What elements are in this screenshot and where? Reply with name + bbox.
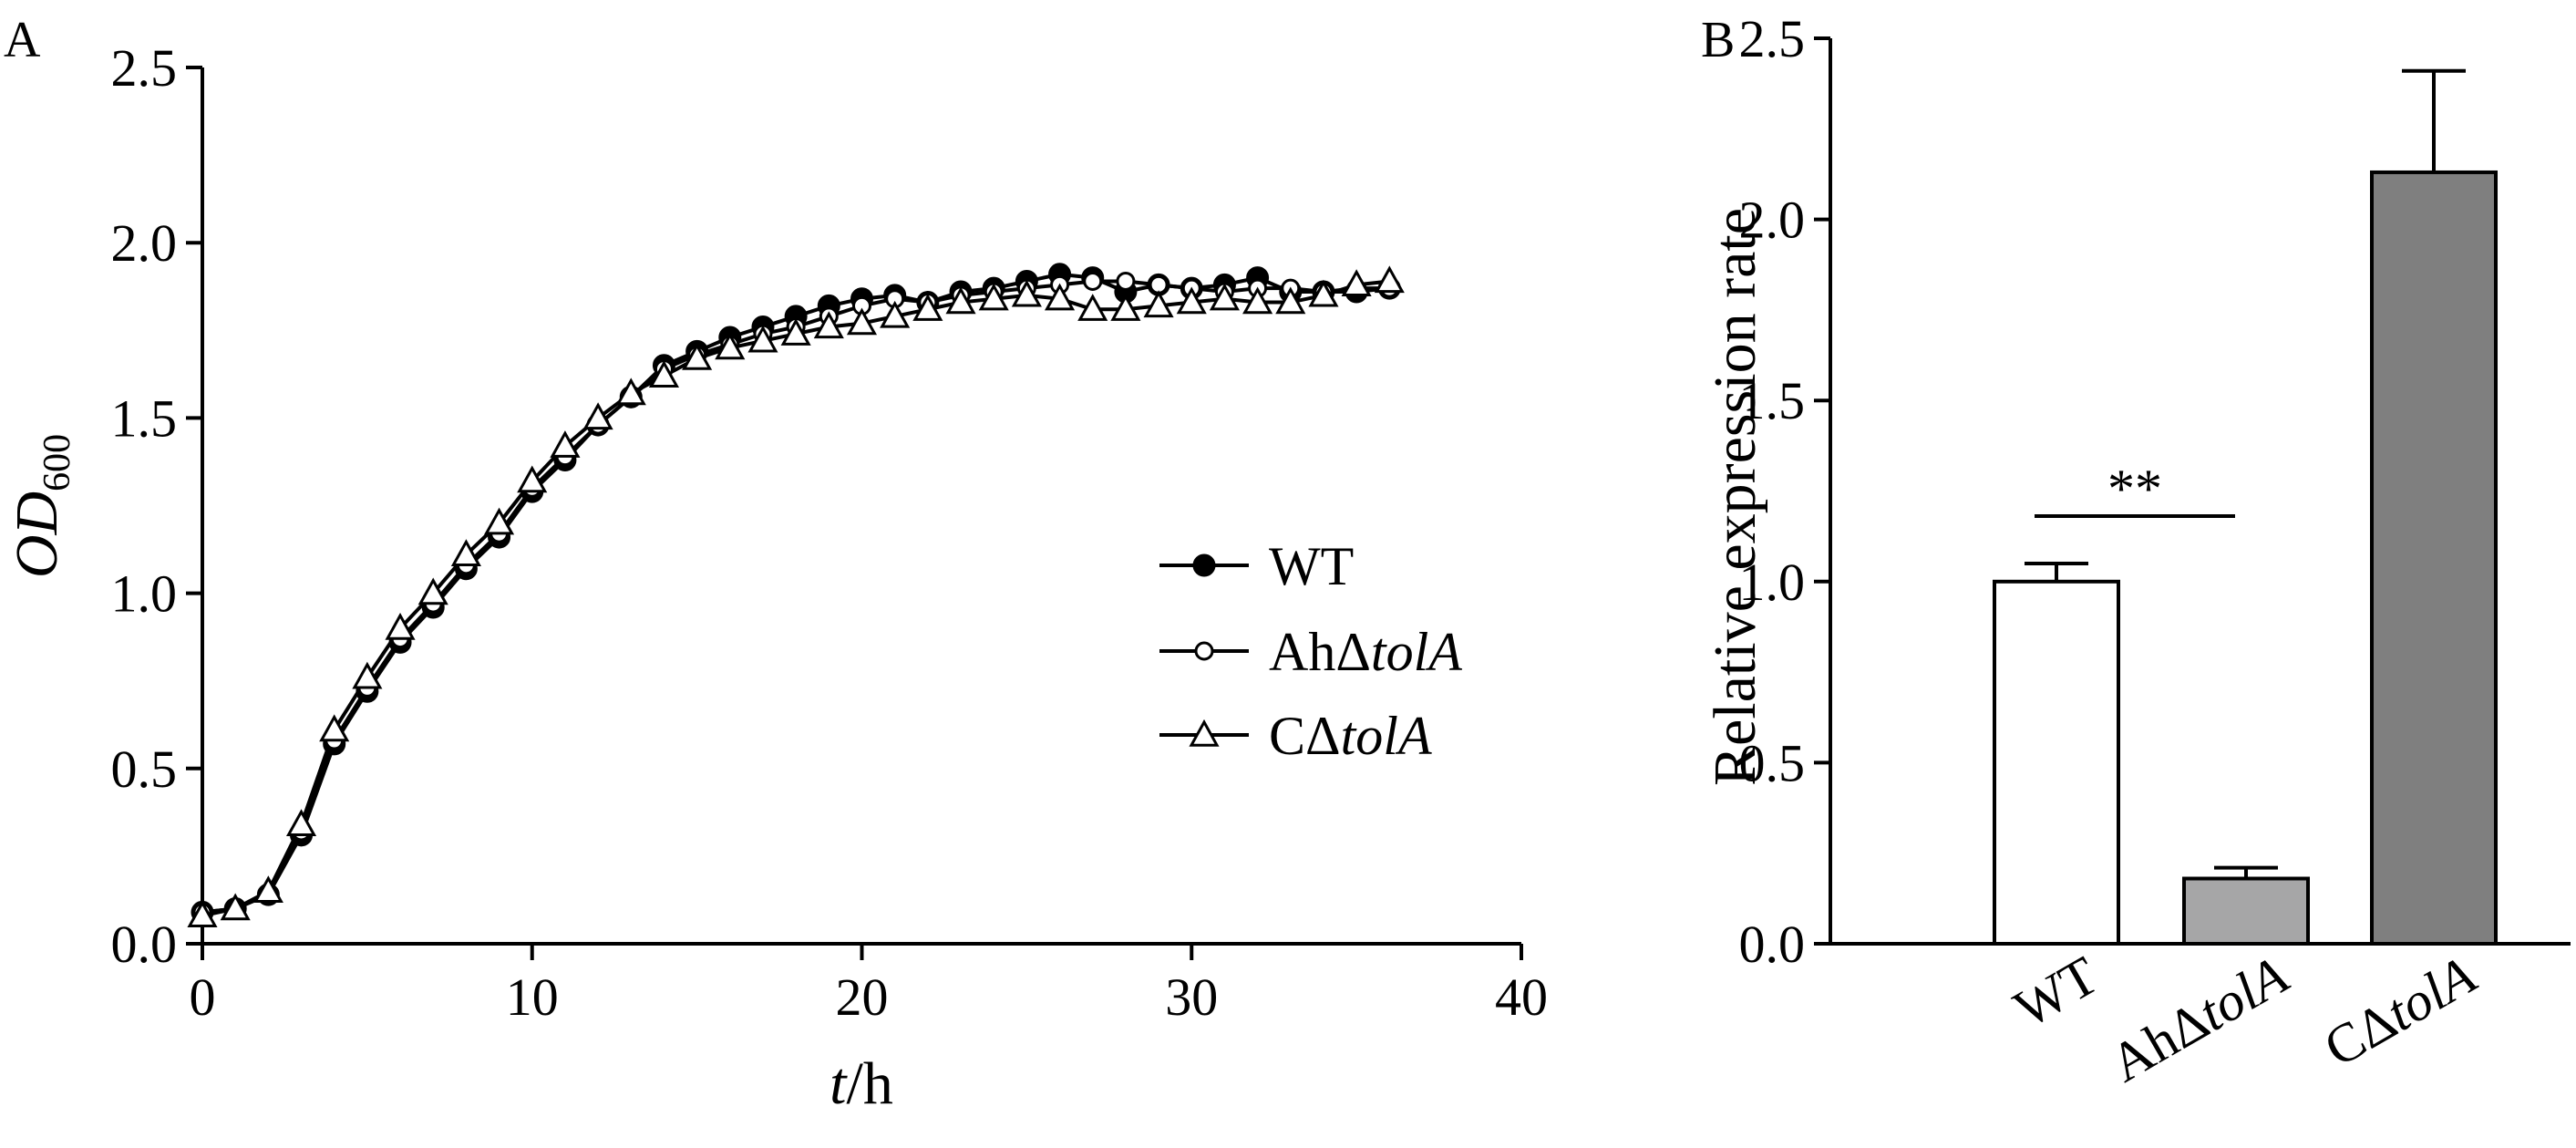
panel-a-y-axis-title: OD600 — [4, 434, 78, 578]
data-point-c-tola — [550, 430, 581, 458]
data-point-c-tola — [615, 377, 646, 406]
legend-label-c-tola: CΔtolA — [1269, 706, 1432, 766]
data-point-c-tola — [450, 539, 481, 567]
data-point-c-tola — [1143, 290, 1174, 318]
data-point-c-tola — [484, 507, 515, 535]
data-point-c-tola — [319, 714, 350, 742]
x-tick-label: 10 — [506, 967, 559, 1027]
series-points-ah-tola — [192, 271, 1399, 922]
legend-marker-ah-tola — [1194, 641, 1214, 661]
category-label-ah-tola: AhΔtolA — [2100, 945, 2298, 1093]
data-point-ah-tola — [1116, 271, 1136, 291]
y-tick-label: 2.5 — [1739, 9, 1806, 68]
legend-marker-wt — [1192, 553, 1216, 577]
panel-a-x-ticks: 0 10 20 30 40 — [190, 944, 1548, 1027]
series-points-wt — [191, 263, 1401, 924]
data-point-c-tola — [747, 325, 778, 353]
y-tick-label: 1.0 — [1739, 553, 1806, 612]
data-point-c-tola — [648, 360, 679, 388]
data-point-c-tola — [517, 465, 548, 493]
data-point-c-tola — [352, 661, 383, 689]
y-tick-label: 1.5 — [1739, 371, 1806, 430]
data-point-c-tola — [1077, 294, 1108, 321]
data-point-c-tola — [1242, 286, 1273, 315]
data-point-c-tola — [285, 809, 317, 837]
data-point-c-tola — [1374, 265, 1405, 294]
bar-c-tola — [2370, 170, 2498, 946]
data-point-c-tola — [1045, 283, 1076, 311]
legend-label-italic: tolA — [1341, 706, 1432, 766]
category-label-wt: WT — [2004, 945, 2108, 1039]
panel-a-growth-curve: A 0.0 0.5 1.0 1.5 2.0 2.5 0 10 20 30 40 t/h OD600… — [4, 12, 1548, 1117]
y-tick-label: 2.0 — [111, 213, 178, 273]
panel-b-y-axis-title: Relative expression rate — [1702, 208, 1768, 786]
panel-a-letter: A — [4, 12, 41, 68]
bar-wt — [1993, 579, 2120, 946]
legend-label-wt: WT — [1269, 536, 1354, 596]
y-tick-label: 2.5 — [111, 38, 178, 98]
category-label-prefix: WT — [2004, 945, 2108, 1039]
series-line-ah-tola — [201, 279, 1390, 915]
data-point-c-tola — [912, 294, 943, 321]
data-point-c-tola — [220, 893, 251, 921]
y-tick-label: 1.5 — [111, 388, 178, 448]
data-point-c-tola — [1341, 269, 1372, 297]
data-point-c-tola — [780, 318, 811, 346]
y-tick-label: 0.5 — [1739, 733, 1806, 792]
data-point-c-tola — [187, 900, 218, 927]
data-point-c-tola — [682, 342, 713, 370]
legend-marker-c-tola — [1189, 719, 1220, 747]
data-point-c-tola — [945, 286, 976, 315]
data-point-c-tola — [1110, 294, 1141, 321]
series-points-c-tola — [187, 265, 1405, 927]
data-point-c-tola — [813, 311, 844, 339]
x-tick-label: 30 — [1165, 967, 1218, 1027]
data-point-c-tola — [1176, 286, 1207, 315]
data-point-c-tola — [582, 402, 613, 430]
panel-b-bars-group — [1993, 68, 2498, 946]
data-point-c-tola — [1275, 286, 1306, 315]
series-line-c-tola — [201, 279, 1390, 918]
data-point-ah-tola — [1083, 271, 1103, 291]
data-point-c-tola — [715, 332, 746, 360]
panel-b-significance: ** — [2035, 459, 2235, 519]
data-point-c-tola — [978, 283, 1009, 311]
legend-label-prefix: CΔ — [1269, 706, 1341, 766]
data-point-c-tola — [1209, 283, 1240, 311]
data-point-c-tola — [880, 300, 911, 328]
legend-label-ah-tola: AhΔtolA — [1269, 622, 1462, 682]
data-point-c-tola — [1308, 279, 1339, 307]
panel-b-letter: B — [1701, 12, 1735, 68]
panel-b-expression-bars: B 0.0 0.5 1.0 1.5 2.0 2.5 Relative expression… — [1701, 9, 2571, 1093]
legend-label-text: WT — [1269, 536, 1354, 596]
x-tick-label: 0 — [190, 967, 216, 1027]
legend-label-italic: tolA — [1371, 622, 1462, 682]
panel-b-y-ticks: 0.0 0.5 1.0 1.5 2.0 2.5 — [1739, 9, 1830, 974]
data-point-c-tola — [252, 875, 283, 904]
panel-a-y-ticks: 0.0 0.5 1.0 1.5 2.0 2.5 — [111, 38, 202, 974]
y-tick-label: 0.0 — [1739, 915, 1806, 974]
data-point-c-tola — [1011, 279, 1042, 307]
data-point-c-tola — [417, 577, 448, 605]
x-tick-label: 40 — [1495, 967, 1548, 1027]
legend-label-prefix: AhΔ — [1269, 622, 1371, 682]
y-tick-label: 2.0 — [1739, 191, 1806, 250]
x-tick-label: 20 — [836, 967, 889, 1027]
y-tick-label: 0.0 — [111, 915, 178, 974]
y-tick-label: 1.0 — [111, 564, 178, 624]
panel-a-series-group — [187, 263, 1405, 927]
category-label-c-tola: CΔtolA — [2314, 945, 2486, 1079]
data-point-c-tola — [846, 307, 878, 336]
series-line-wt — [201, 272, 1390, 915]
panel-a-x-axis-title: t/h — [829, 1050, 893, 1117]
y-tick-label: 0.5 — [111, 739, 178, 799]
significance-stars: ** — [2107, 459, 2162, 519]
data-point-c-tola — [385, 612, 416, 640]
bar-ah-tola — [2182, 876, 2310, 946]
